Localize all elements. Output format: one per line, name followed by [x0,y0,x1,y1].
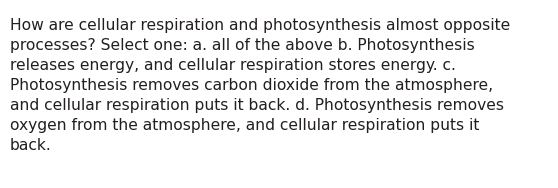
Text: How are cellular respiration and photosynthesis almost opposite
processes? Selec: How are cellular respiration and photosy… [10,18,510,153]
